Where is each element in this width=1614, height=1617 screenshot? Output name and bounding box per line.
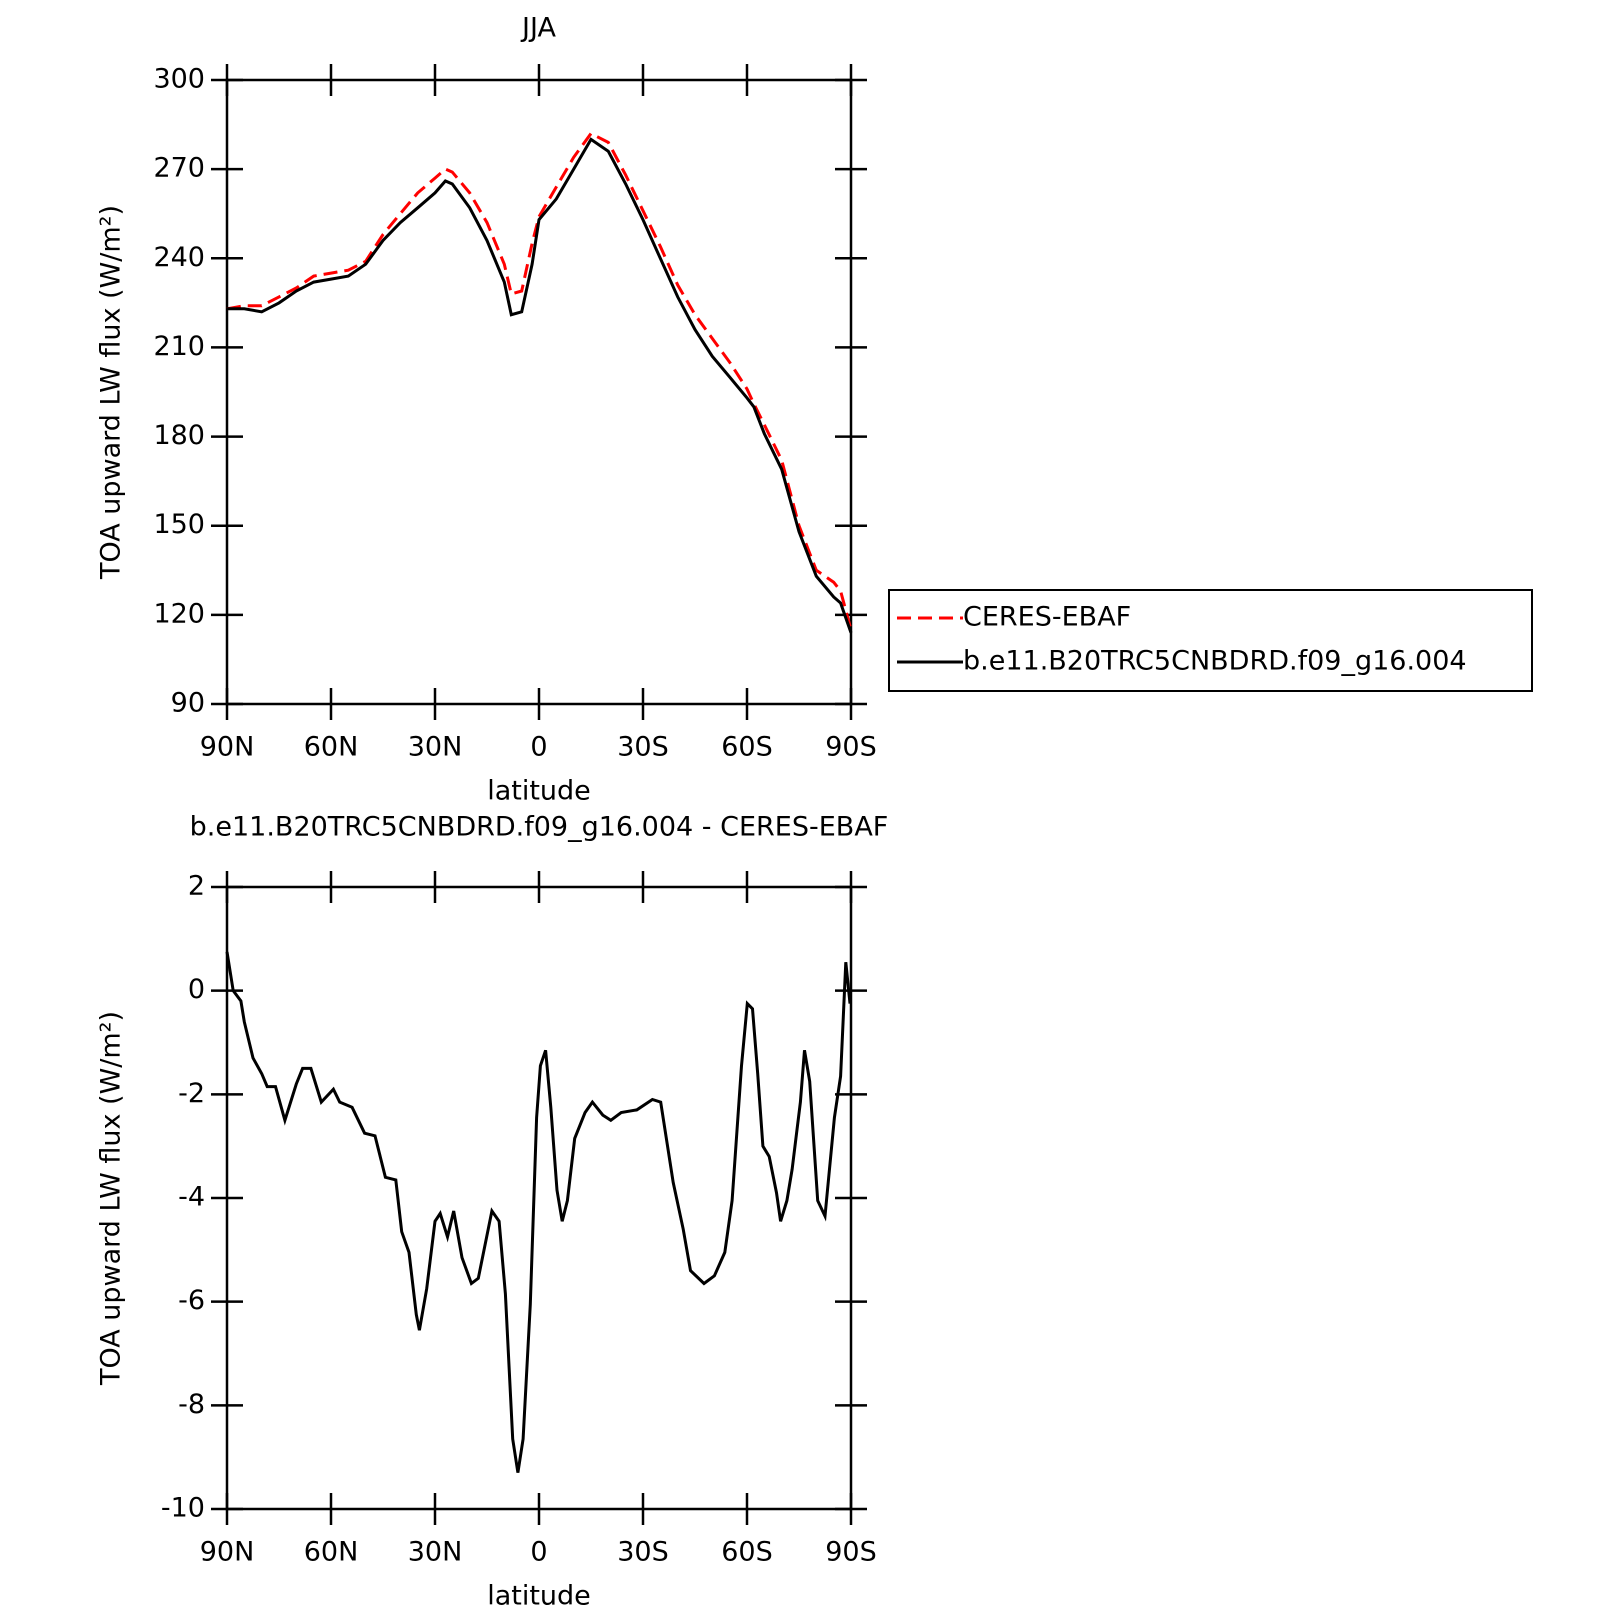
legend-label: CERES-EBAF xyxy=(963,602,1131,633)
y-tick-label: 150 xyxy=(153,509,205,540)
y-axis-label: TOA upward LW flux (W/m²) xyxy=(96,205,127,580)
x-tick-label: 90N xyxy=(200,732,255,763)
y-tick-label: -2 xyxy=(178,1078,205,1109)
x-tick-label: 30S xyxy=(617,732,669,763)
y-tick-label: -10 xyxy=(161,1493,205,1524)
x-tick-label: 90S xyxy=(825,1537,877,1568)
x-tick-label: 30S xyxy=(617,1537,669,1568)
y-tick-label: 0 xyxy=(188,974,205,1005)
y-tick-label: -4 xyxy=(178,1182,205,1213)
x-tick-label: 60N xyxy=(304,732,359,763)
x-axis-label: latitude xyxy=(487,1581,591,1612)
chart-title: JJA xyxy=(520,13,556,44)
y-axis-label: TOA upward LW flux (W/m²) xyxy=(96,1011,127,1386)
y-tick-label: 270 xyxy=(153,153,205,184)
x-tick-label: 90N xyxy=(200,1537,255,1568)
y-tick-label: 180 xyxy=(153,420,205,451)
x-tick-label: 0 xyxy=(530,732,547,763)
data-line xyxy=(226,131,853,631)
legend-label: b.e11.B20TRC5CNBDRD.f09_g16.004 xyxy=(963,646,1467,677)
x-tick-label: 30N xyxy=(408,732,463,763)
y-tick-label: 2 xyxy=(188,871,205,902)
data-line xyxy=(227,137,853,634)
y-tick-label: 90 xyxy=(171,688,205,719)
y-tick-label: 300 xyxy=(153,64,205,95)
x-tick-label: 60N xyxy=(304,1537,359,1568)
x-tick-label: 0 xyxy=(530,1537,547,1568)
y-tick-label: 210 xyxy=(153,331,205,362)
y-tick-label: 240 xyxy=(153,242,205,273)
legend-box xyxy=(888,589,1533,692)
x-axis-label: latitude xyxy=(487,776,591,807)
y-tick-label: 120 xyxy=(153,598,205,629)
y-tick-label: -8 xyxy=(178,1389,205,1420)
x-tick-label: 90S xyxy=(825,732,877,763)
plot-frame xyxy=(225,885,853,1511)
y-tick-label: -6 xyxy=(178,1285,205,1316)
data-line xyxy=(225,951,852,1473)
x-tick-label: 60S xyxy=(721,1537,773,1568)
x-tick-label: 60S xyxy=(721,732,773,763)
plot-frame xyxy=(225,78,853,706)
x-tick-label: 30N xyxy=(408,1537,463,1568)
chart-title: b.e11.B20TRC5CNBDRD.f09_g16.004 - CERES-… xyxy=(190,812,889,843)
